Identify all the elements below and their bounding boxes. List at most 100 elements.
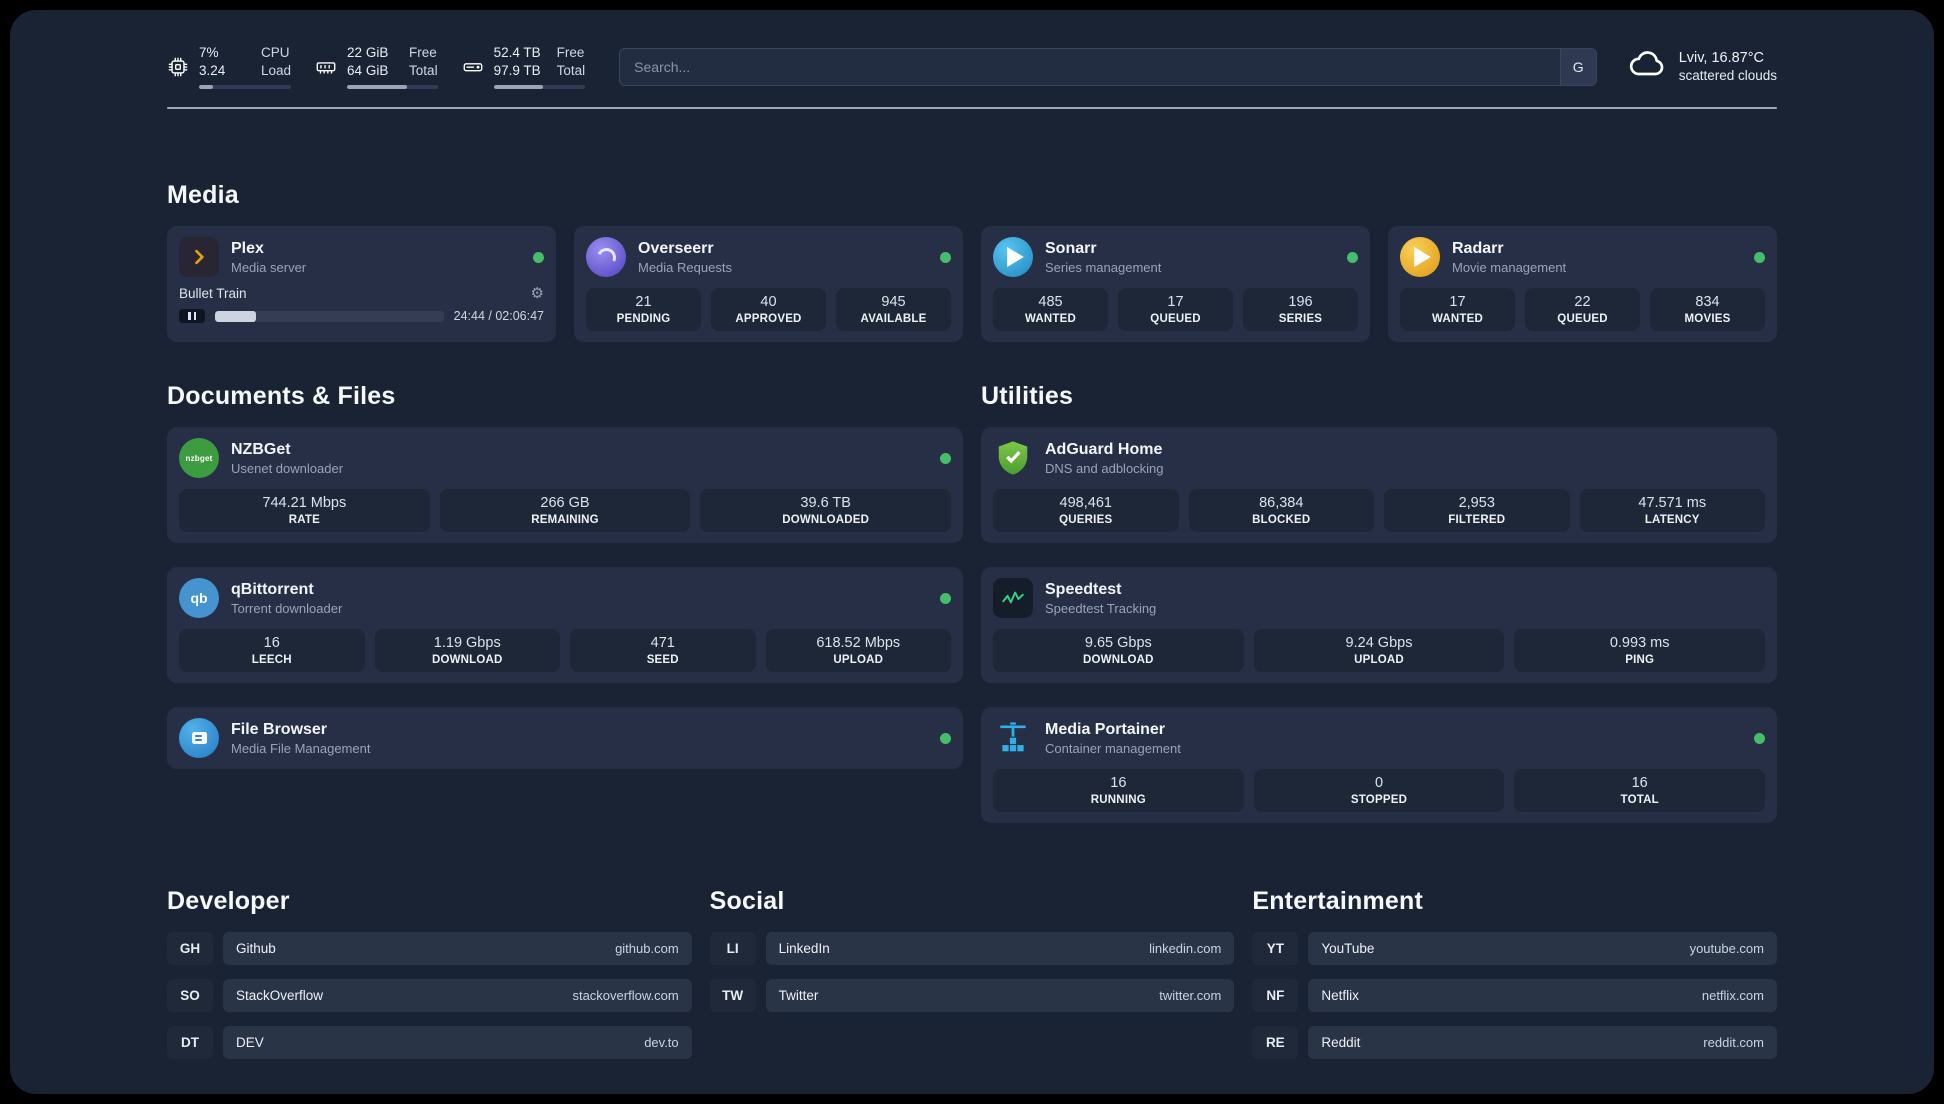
stat-box: 0.993 ms PING [1514, 629, 1766, 672]
disk-total-label: Total [556, 63, 586, 78]
adguard-shield-icon [993, 438, 1033, 478]
stat-box: 744.21 Mbps RATE [179, 489, 430, 532]
status-indicator [940, 592, 951, 604]
stat-box: 266 GB REMAINING [439, 489, 691, 532]
cpu-load-label: Load [261, 63, 292, 78]
stat-box: 0 STOPPED [1253, 769, 1505, 812]
bookmark-link-twitter[interactable]: Twitter twitter.com [765, 979, 1235, 1012]
qbittorrent-icon: qb [179, 578, 219, 618]
app-card-speedtest[interactable]: Speedtest Speedtest Tracking 9.65 Gbps D… [981, 567, 1777, 683]
sonarr-icon [993, 237, 1033, 277]
app-card-radarr[interactable]: Radarr Movie management 17 WANTED 22 QUE… [1388, 226, 1777, 342]
app-name: Sonarr [1045, 239, 1097, 257]
section-title-media: Media [167, 181, 239, 209]
section-title-documents: Documents & Files [167, 382, 396, 410]
memory-progress-bar [347, 84, 438, 89]
bookmark-row-stackoverflow: SO StackOverflow stackoverflow.com [167, 979, 692, 1012]
app-card-sonarr[interactable]: Sonarr Series management 485 WANTED 17 Q… [981, 226, 1370, 342]
stat-box: 498,461 QUERIES [993, 489, 1179, 532]
now-playing-widget: Bullet Train ⚙ 24:44 / 02:06:47 [179, 286, 544, 323]
bookmark-row-github: GH Github github.com [167, 932, 692, 965]
app-card-adguard[interactable]: AdGuard Home DNS and adblocking 498,461 … [981, 427, 1777, 543]
app-card-plex[interactable]: Plex Media server Bullet Train ⚙ [167, 226, 556, 342]
stat-box: 9.65 Gbps DOWNLOAD [993, 629, 1244, 672]
bookmark-row-reddit: RE Reddit reddit.com [1252, 1026, 1777, 1059]
app-card-overseerr[interactable]: Overseerr Media Requests 21 PENDING 40 A… [574, 226, 963, 342]
stat-box: 16 RUNNING [993, 769, 1244, 812]
search-input[interactable] [619, 47, 1597, 86]
app-description: Series management [1045, 259, 1162, 275]
top-bar: 7% 3.24 CPU Load [167, 44, 1777, 89]
cpu-usage-widget: 7% 3.24 CPU Load [167, 44, 292, 89]
app-description: Torrent downloader [231, 600, 343, 616]
stat-box: 618.52 Mbps UPLOAD [765, 629, 951, 672]
bookmark-link-youtube[interactable]: YouTube youtube.com [1308, 932, 1777, 965]
memory-total-value: 64 GiB [347, 63, 389, 78]
bookmark-link-linkedin[interactable]: LinkedIn linkedin.com [765, 932, 1235, 965]
app-description: Movie management [1452, 259, 1567, 275]
system-stats-group: 7% 3.24 CPU Load [167, 44, 586, 89]
memory-icon [315, 56, 337, 78]
app-description: Media server [231, 259, 307, 275]
pause-button[interactable] [179, 309, 205, 323]
bookmark-link-github[interactable]: Github github.com [223, 932, 692, 965]
stat-box: 1.19 Gbps DOWNLOAD [374, 629, 560, 672]
app-card-filebrowser[interactable]: File Browser Media File Management [167, 707, 963, 769]
memory-total-label: Total [409, 63, 438, 78]
status-indicator [940, 452, 951, 464]
cloud-icon [1627, 44, 1667, 89]
app-description: Speedtest Tracking [1045, 600, 1157, 616]
search-engine-button[interactable]: G [1559, 48, 1596, 85]
bookmark-row-linkedin: LI LinkedIn linkedin.com [709, 932, 1235, 965]
stat-box: 16 LEECH [179, 629, 365, 672]
bookmark-link-netflix[interactable]: Netflix netflix.com [1308, 979, 1777, 1012]
app-name: AdGuard Home [1045, 440, 1163, 458]
status-indicator [1754, 251, 1765, 263]
gear-icon[interactable]: ⚙ [530, 285, 544, 302]
memory-usage-widget: 22 GiB 64 GiB Free Total [315, 44, 438, 89]
status-indicator [1754, 732, 1765, 744]
plex-icon [179, 237, 219, 277]
stat-box: 485 WANTED [993, 288, 1108, 331]
app-card-qbittorrent[interactable]: qb qBittorrent Torrent downloader 16 LEE… [167, 567, 963, 683]
bookmark-group-social: Social LI LinkedIn linkedin.com TW Twitt… [709, 887, 1235, 1012]
bookmark-abbr: TW [709, 979, 756, 1012]
app-card-nzbget[interactable]: nzbget NZBGet Usenet downloader 744.21 M… [167, 427, 963, 543]
app-name: Overseerr [638, 239, 714, 257]
disk-free-label: Free [556, 45, 585, 61]
disk-icon [462, 56, 484, 78]
weather-widget: Lviv, 16.87°C scattered clouds [1627, 44, 1777, 89]
bookmark-abbr: LI [709, 932, 756, 965]
cpu-usage-value: 7% [199, 45, 219, 61]
bookmark-row-netflix: NF Netflix netflix.com [1252, 979, 1777, 1012]
bookmark-abbr: RE [1252, 1026, 1299, 1059]
stat-box: 834 MOVIES [1650, 288, 1765, 331]
stat-box: 39.6 TB DOWNLOADED [700, 489, 952, 532]
section-utilities: Utilities AdGuard Home DNS and [981, 382, 1777, 823]
weather-location: Lviv, 16.87°C [1678, 50, 1765, 66]
stat-box: 16 TOTAL [1514, 769, 1766, 812]
stat-box: 9.24 Gbps UPLOAD [1253, 629, 1505, 672]
bookmark-group-entertainment: Entertainment YT YouTube youtube.com NF … [1252, 887, 1777, 1059]
status-indicator [940, 251, 951, 263]
app-card-portainer[interactable]: Media Portainer Container management 16 … [981, 707, 1777, 823]
bookmark-link-stackoverflow[interactable]: StackOverflow stackoverflow.com [223, 979, 692, 1012]
playback-progress-bar[interactable] [215, 310, 444, 322]
bookmark-link-reddit[interactable]: Reddit reddit.com [1308, 1026, 1777, 1059]
now-playing-title: Bullet Train [179, 286, 247, 301]
search-bar[interactable]: G [619, 47, 1597, 86]
bookmark-row-twitter: TW Twitter twitter.com [709, 979, 1235, 1012]
app-description: Container management [1045, 740, 1181, 756]
bookmark-abbr: DT [167, 1026, 213, 1059]
app-name: Speedtest [1045, 580, 1122, 598]
nzbget-icon: nzbget [179, 438, 219, 478]
bookmark-link-dev[interactable]: DEV dev.to [223, 1026, 692, 1059]
stat-box: 21 PENDING [586, 288, 701, 331]
stat-box: 17 WANTED [1400, 288, 1515, 331]
memory-free-value: 22 GiB [347, 45, 389, 61]
disk-free-value: 52.4 TB [493, 45, 541, 61]
app-name: File Browser [231, 720, 328, 738]
status-indicator [940, 732, 951, 744]
app-name: qBittorrent [231, 580, 314, 598]
filebrowser-icon [179, 718, 219, 758]
